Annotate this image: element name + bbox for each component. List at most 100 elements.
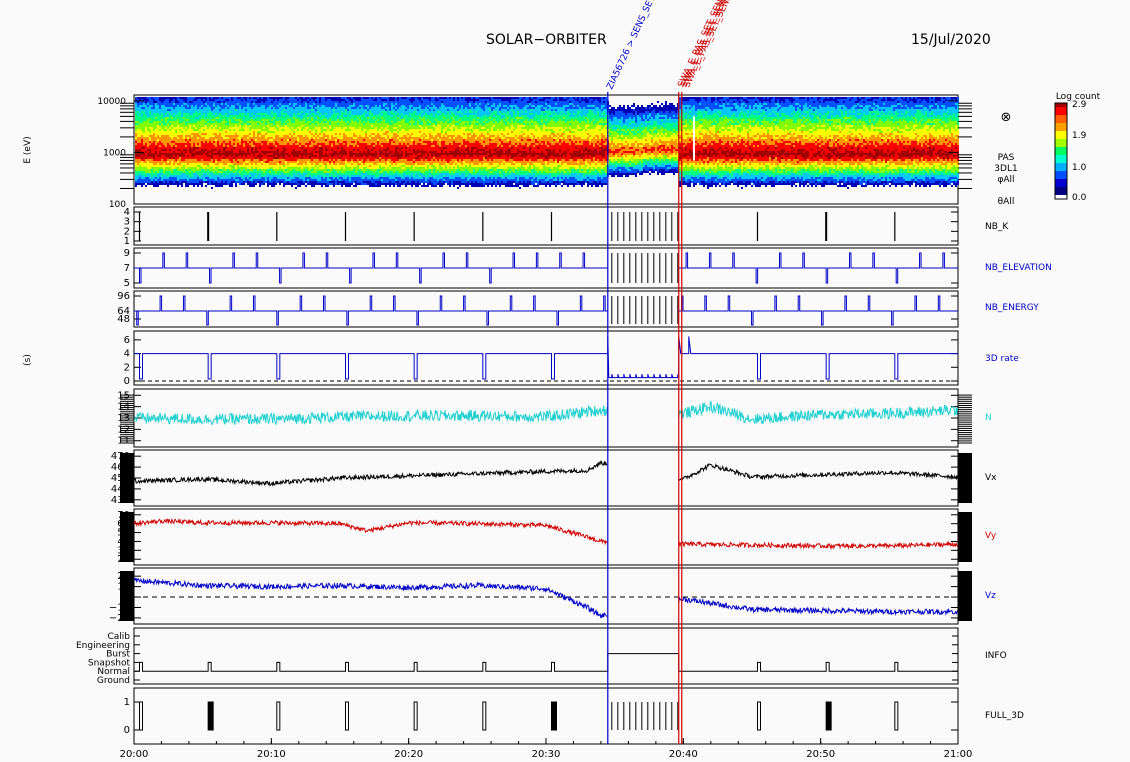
spectrogram-pixel xyxy=(245,129,247,131)
spectrogram-pixel xyxy=(251,175,253,177)
spectrogram-pixel xyxy=(243,181,245,183)
spectrogram-pixel xyxy=(139,115,141,117)
spectrogram-pixel xyxy=(137,173,139,175)
spectrogram-pixel xyxy=(289,169,291,171)
spectrogram-pixel xyxy=(357,101,359,103)
spectrogram-pixel xyxy=(161,159,163,161)
spectrogram-pixel xyxy=(259,169,261,171)
spectrogram-pixel xyxy=(139,97,141,99)
spectrogram-pixel xyxy=(313,109,315,111)
spectrogram-pixel xyxy=(155,159,157,161)
spectrogram-pixel xyxy=(145,169,147,171)
spectrogram-pixel xyxy=(233,147,235,149)
spectrogram-pixel xyxy=(275,123,277,125)
spectrogram-pixel xyxy=(279,97,281,99)
spectrogram-pixel xyxy=(255,167,257,169)
spectrogram-pixel xyxy=(165,121,167,123)
spectrogram-pixel xyxy=(279,145,281,147)
spectrogram-pixel xyxy=(233,133,235,135)
spectrogram-pixel xyxy=(309,97,311,99)
spectrogram-pixel xyxy=(149,145,151,147)
spectrogram-pixel xyxy=(331,163,333,165)
spectrogram-pixel xyxy=(135,139,137,141)
spectrogram-pixel xyxy=(253,131,255,133)
spectrogram-pixel xyxy=(153,181,155,183)
spectrogram-pixel xyxy=(279,181,281,183)
spectrogram-pixel xyxy=(301,143,303,145)
spectrogram-pixel xyxy=(359,141,361,143)
spectrogram-pixel xyxy=(141,181,143,183)
spectrogram-pixel xyxy=(179,101,181,103)
spectrogram-pixel xyxy=(315,125,317,127)
spectrogram-pixel xyxy=(287,141,289,143)
spectrogram-pixel xyxy=(333,143,335,145)
spectrogram-pixel xyxy=(141,133,143,135)
spectrogram-pixel xyxy=(213,137,215,139)
spectrogram-pixel xyxy=(159,109,161,111)
spectrogram-pixel xyxy=(231,123,233,125)
spectrogram-pixel xyxy=(335,177,337,179)
spectrogram-pixel xyxy=(171,179,173,181)
spectrogram-pixel xyxy=(139,163,141,165)
spectrogram-pixel xyxy=(307,131,309,133)
spectrogram-pixel xyxy=(281,165,283,167)
spectrogram-pixel xyxy=(175,107,177,109)
spectrogram-pixel xyxy=(347,103,349,105)
spectrogram-pixel xyxy=(255,115,257,117)
spectrogram-pixel xyxy=(237,147,239,149)
spectrogram-pixel xyxy=(209,111,211,113)
spectrogram-pixel xyxy=(149,181,151,183)
spectrogram-pixel xyxy=(219,125,221,127)
spectrogram-pixel xyxy=(353,149,355,151)
spectrogram-pixel xyxy=(253,113,255,115)
spectrogram-pixel xyxy=(311,129,313,131)
spectrogram-pixel xyxy=(227,179,229,181)
spectrogram-pixel xyxy=(323,167,325,169)
spectrogram-pixel xyxy=(177,165,179,167)
spectrogram-pixel xyxy=(355,125,357,127)
spectrogram-pixel xyxy=(263,181,265,183)
spectrogram-pixel xyxy=(251,153,253,155)
spectrogram-pixel xyxy=(221,177,223,179)
spectrogram-pixel xyxy=(153,183,155,185)
spectrogram-pixel xyxy=(179,113,181,115)
spectrogram-pixel xyxy=(193,179,195,181)
spectrogram-pixel xyxy=(249,179,251,181)
spectrogram-pixel xyxy=(151,145,153,147)
spectrogram-pixel xyxy=(187,157,189,159)
spectrogram-pixel xyxy=(159,175,161,177)
spectrogram-pixel xyxy=(353,115,355,117)
spectrogram-pixel xyxy=(275,147,277,149)
spectrogram-pixel xyxy=(193,133,195,135)
spectrogram-pixel xyxy=(183,143,185,145)
spectrogram-pixel xyxy=(185,107,187,109)
spectrogram-pixel xyxy=(143,101,145,103)
spectrogram-pixel xyxy=(287,165,289,167)
spectrogram-pixel xyxy=(301,171,303,173)
spectrogram-pixel xyxy=(249,159,251,161)
spectrogram-pixel xyxy=(137,153,139,155)
spectrogram-pixel xyxy=(197,135,199,137)
spectrogram-pixel xyxy=(281,99,283,101)
spectrogram-pixel xyxy=(163,113,165,115)
spectrogram-pixel xyxy=(271,137,273,139)
spectrogram-pixel xyxy=(339,181,341,183)
spectrogram-pixel xyxy=(211,131,213,133)
spectrogram-pixel xyxy=(159,117,161,119)
spectrogram-pixel xyxy=(223,103,225,105)
spectrogram-pixel xyxy=(205,129,207,131)
spectrogram-pixel xyxy=(203,97,205,99)
spectrogram-pixel xyxy=(237,105,239,107)
spectrogram-pixel xyxy=(277,99,279,101)
spectrogram-pixel xyxy=(163,145,165,147)
spectrogram-pixel xyxy=(353,147,355,149)
spectrogram-pixel xyxy=(145,105,147,107)
spectrogram-pixel xyxy=(357,167,359,169)
spectrogram-pixel xyxy=(229,109,231,111)
spectrogram-pixel xyxy=(337,149,339,151)
spectrogram-pixel xyxy=(205,123,207,125)
spectrogram-pixel xyxy=(145,99,147,101)
spectrogram-pixel xyxy=(199,117,201,119)
spectrogram-pixel xyxy=(245,153,247,155)
spectrogram-pixel xyxy=(187,143,189,145)
